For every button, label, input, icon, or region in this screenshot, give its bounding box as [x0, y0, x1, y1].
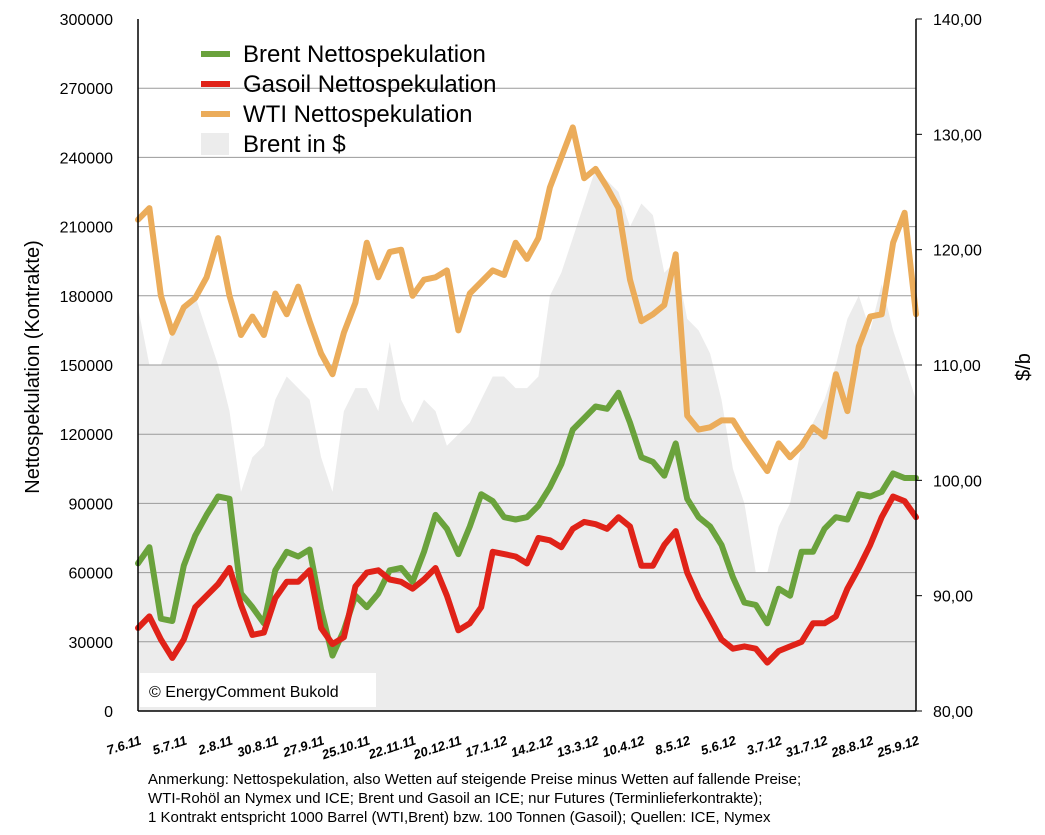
footnote-line: Anmerkung: Nettospekulation, also Wetten… [148, 771, 802, 788]
legend: Brent Nettospekulation Gasoil Nettospekul… [201, 41, 496, 158]
y-tick-label: 270000 [60, 81, 113, 98]
right-axis-ticks: 80,00 90,00 100,00 110,00 120,00 130,00 140,00 [916, 12, 982, 721]
series-line-0 [135, 389, 919, 659]
footnote: Anmerkung: Nettospekulation, also Wetten… [148, 770, 801, 827]
y-tick-label: 150000 [60, 358, 113, 375]
x-axis-ticks: 7.6.11 5.7.11 2.8.11 30.8.11 27.9.1125.10.11… [105, 732, 922, 762]
x-tick-label: 20.12.11 [410, 733, 463, 763]
x-tick-label: 13.3.12 [555, 732, 602, 760]
y-tick-label: 240000 [60, 150, 113, 167]
x-tick-label: 14.2.12 [509, 732, 556, 760]
y-tick-label: 120000 [60, 427, 113, 444]
x-tick-label: 2.8.11 [195, 733, 234, 758]
copyright-text: © EnergyComment Bukold [149, 684, 339, 701]
y-tick-label: 30000 [69, 635, 114, 652]
legend-swatch [201, 133, 229, 155]
y-tick-label: 180000 [60, 289, 113, 306]
y-tick-label: 90000 [69, 496, 114, 513]
x-tick-label: 25.9.12 [874, 732, 922, 760]
y2-tick-label: 80,00 [933, 704, 973, 721]
x-tick-label: 22.11.11 [366, 733, 418, 763]
x-tick-label: 28.8.12 [828, 732, 876, 760]
legend-label: WTI Nettospekulation [243, 101, 472, 128]
series-area-brent-price [138, 168, 916, 711]
left-axis-ticks: 0 30000 60000 90000 120000 150000 180000 210000… [60, 12, 113, 721]
x-tick-label: 30.8.11 [235, 733, 280, 760]
x-tick-label: 5.6.12 [699, 732, 739, 758]
y2-tick-label: 100,00 [933, 473, 982, 490]
x-tick-label: 10.4.12 [600, 732, 647, 760]
y-tick-label: 0 [104, 704, 113, 721]
series-lines [135, 124, 919, 666]
series-line-2 [135, 124, 919, 475]
y-axis-label: Nettospekulation (Kontrakte) [22, 240, 44, 493]
y2-tick-label: 130,00 [933, 127, 982, 144]
x-tick-label: 8.5.12 [653, 732, 693, 758]
legend-label: Brent in $ [243, 131, 346, 158]
gridlines [138, 87, 916, 643]
copyright-box: © EnergyComment Bukold [140, 673, 376, 707]
x-tick-label: 5.7.11 [151, 733, 189, 758]
x-tick-label: 7.6.11 [105, 733, 143, 758]
y2-tick-label: 110,00 [933, 358, 981, 375]
y-tick-label: 300000 [60, 12, 113, 29]
y2-axis-label: $/b [1013, 353, 1035, 381]
x-tick-label: 27.9.11 [280, 733, 326, 761]
x-tick-label: 31.7.12 [784, 732, 831, 760]
y2-tick-label: 120,00 [933, 243, 982, 260]
y2-tick-label: 90,00 [933, 589, 973, 606]
x-tick-label: 25.10.11 [319, 733, 372, 763]
series-line-1 [135, 493, 919, 666]
brent-price-area-layer [138, 168, 916, 711]
footnote-line: WTI-Rohöl an Nymex und ICE; Brent und Ga… [148, 790, 763, 807]
y2-tick-label: 140,00 [933, 12, 982, 29]
y-tick-label: 210000 [60, 220, 113, 237]
x-tick-label: 3.7.12 [745, 732, 785, 758]
x-tick-label: 17.1.12 [463, 732, 510, 760]
legend-label: Gasoil Nettospekulation [243, 71, 496, 98]
legend-label: Brent Nettospekulation [243, 41, 486, 68]
y-tick-label: 60000 [69, 566, 114, 583]
footnote-line: 1 Kontrakt entspricht 1000 Barrel (WTI,B… [148, 809, 771, 826]
